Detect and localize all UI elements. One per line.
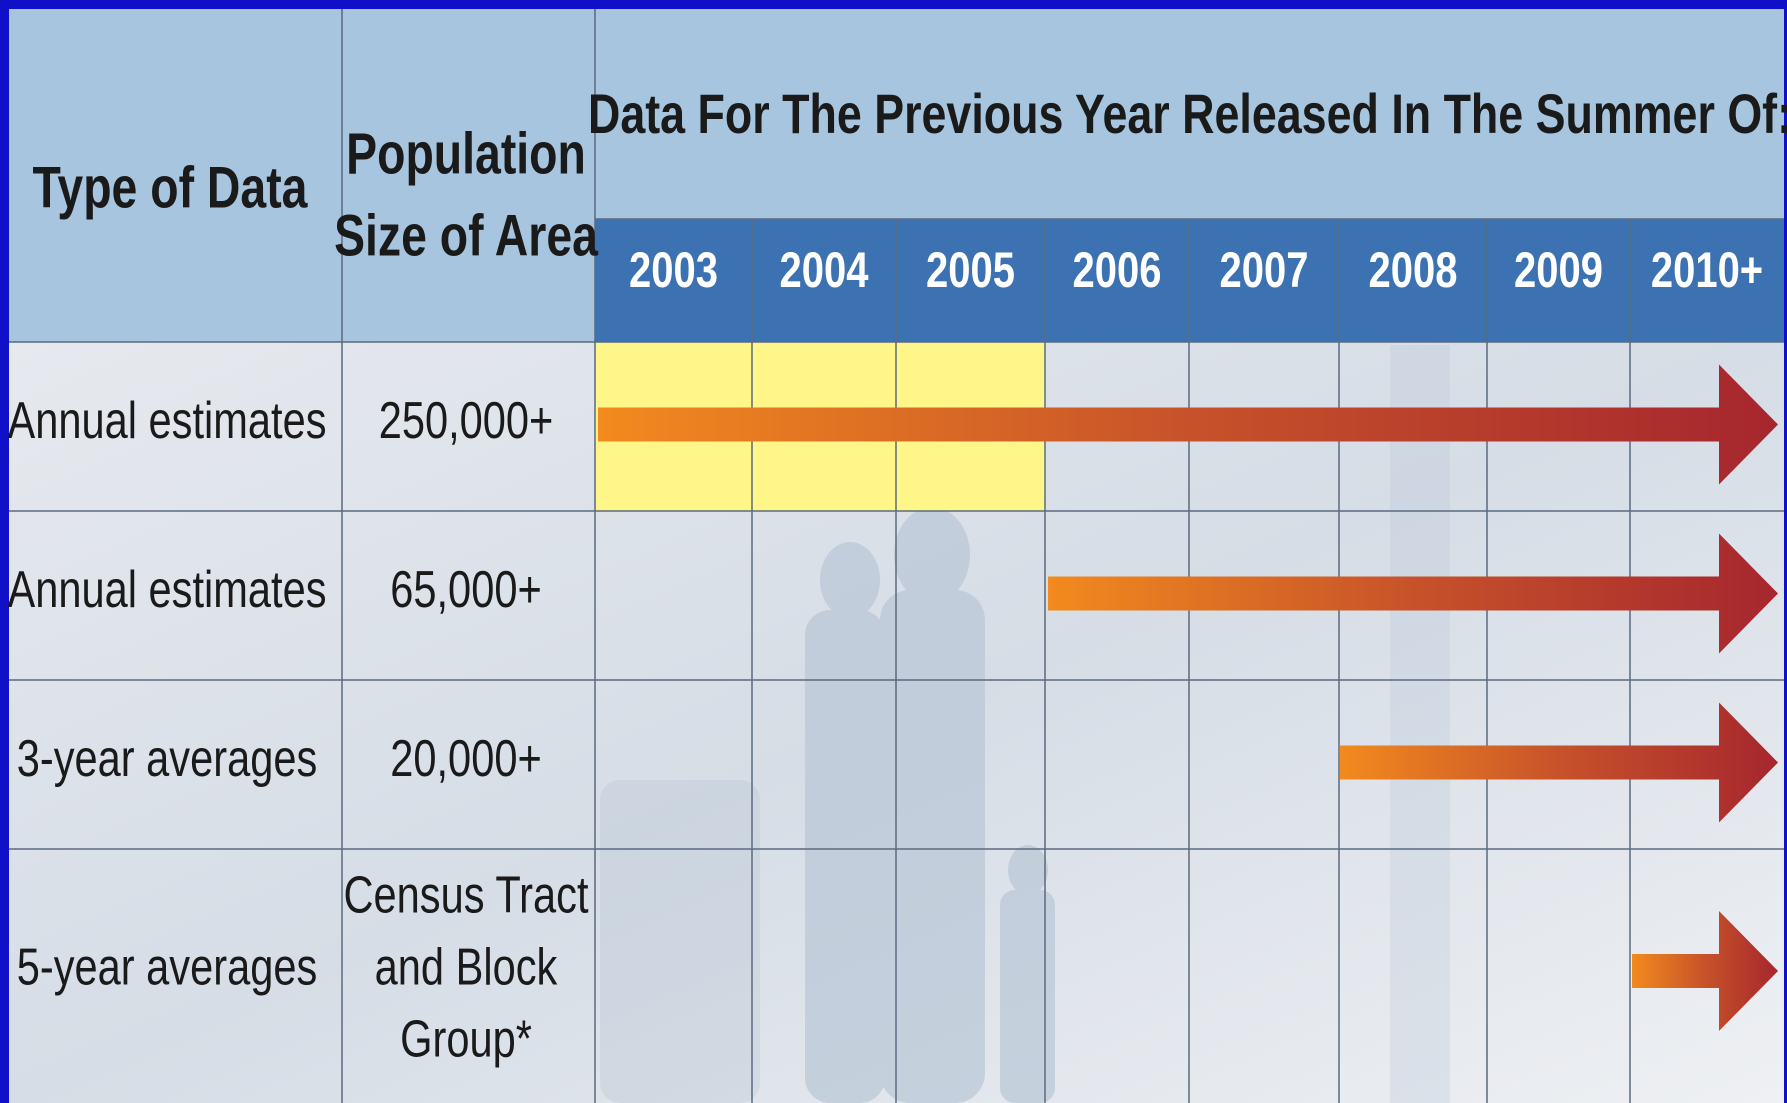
population-size: and Block xyxy=(375,937,558,996)
data-type: 5-year averages xyxy=(17,937,318,996)
population-header: Population xyxy=(346,121,586,186)
year-header: 2008 xyxy=(1369,242,1458,298)
year-header: 2009 xyxy=(1514,242,1603,298)
population-size: Census Tract xyxy=(343,865,588,924)
slide: Type of Data Population Size of Area Data F… xyxy=(0,0,1787,1103)
year-header: 2003 xyxy=(629,242,718,298)
population-size: 65,000+ xyxy=(390,560,542,619)
type-of-data-header: Type of Data xyxy=(33,155,309,220)
year-header: 2007 xyxy=(1220,242,1309,298)
data-type: Annual estimates xyxy=(7,391,326,450)
population-size: 250,000+ xyxy=(379,391,554,450)
data-type: 3-year averages xyxy=(17,729,318,788)
data-type: Annual estimates xyxy=(7,560,326,619)
population-size: 20,000+ xyxy=(390,729,542,788)
population-header: Size of Area xyxy=(334,203,599,268)
page: Type of Data Population Size of Area Data F… xyxy=(0,0,1787,1103)
year-header: 2004 xyxy=(780,242,869,298)
year-header: 2005 xyxy=(926,242,1015,298)
year-header: 2006 xyxy=(1073,242,1162,298)
release-title: Data For The Previous Year Released In T… xyxy=(588,82,1787,145)
year-header: 2010+ xyxy=(1651,242,1763,298)
population-size: Group* xyxy=(400,1009,532,1068)
